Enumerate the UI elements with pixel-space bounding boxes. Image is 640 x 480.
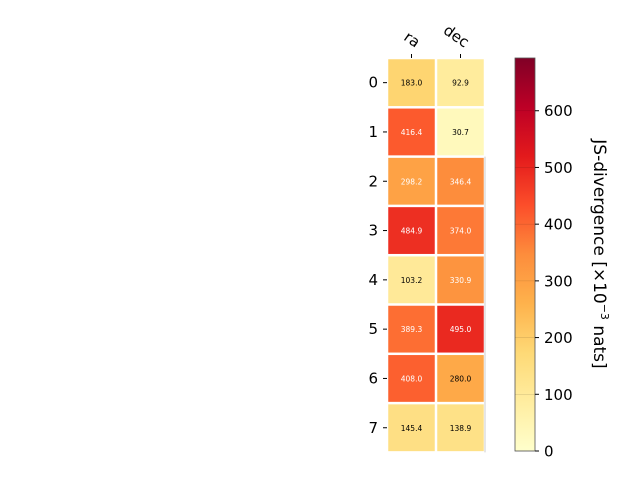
cell-value-label: 495.0 xyxy=(450,325,472,334)
cell-value-label: 330.9 xyxy=(450,276,472,285)
heatmap-cell xyxy=(388,59,435,107)
row-label: 3 xyxy=(368,222,378,240)
row-label: 5 xyxy=(368,320,378,338)
heatmap-cell xyxy=(437,355,484,402)
cell-value-label: 408.0 xyxy=(401,374,423,383)
colorbar-label: JS-divergence [×10−3 nats] xyxy=(589,138,611,368)
heatmap-cell xyxy=(388,305,435,353)
cell-value-label: 346.4 xyxy=(450,177,472,186)
heatmap-cell xyxy=(388,108,435,156)
colorbar-tick-label: 300 xyxy=(544,272,573,290)
colorbar-tick-label: 400 xyxy=(544,216,573,234)
colorbar-gradient xyxy=(514,57,536,452)
heatmap-cell xyxy=(388,207,435,254)
heatmap-cell xyxy=(437,59,484,107)
colorbar-tick-label: 0 xyxy=(544,443,554,461)
row-label: 0 xyxy=(368,74,378,92)
heatmap-cell xyxy=(437,305,484,353)
colorbar-tick-label: 500 xyxy=(544,159,573,177)
row-label: 1 xyxy=(368,123,378,141)
colorbar-tick-label: 100 xyxy=(544,386,573,404)
heatmap-cell xyxy=(437,157,484,205)
cell-value-label: 145.4 xyxy=(401,424,423,433)
cell-value-label: 92.9 xyxy=(452,79,469,88)
colorbar-tick-label: 200 xyxy=(544,329,573,347)
heatmap-cell xyxy=(388,355,435,402)
heatmap-cell xyxy=(388,256,435,304)
column-label: ra xyxy=(401,28,424,52)
cell-value-label: 416.4 xyxy=(401,128,423,137)
row-label: 7 xyxy=(368,419,378,437)
colorbar-tick-label: 600 xyxy=(544,102,573,120)
cell-value-label: 374.0 xyxy=(450,227,472,236)
heatmap-cell xyxy=(437,256,484,304)
row-label: 2 xyxy=(368,172,378,190)
cell-value-label: 280.0 xyxy=(450,374,472,383)
row-label: 6 xyxy=(368,369,378,387)
cell-value-label: 484.9 xyxy=(401,227,423,236)
row-label: 4 xyxy=(368,271,378,289)
cell-value-label: 389.3 xyxy=(401,325,423,334)
colorbar: 0 100 200 300 400 500 600 JS-divergence [×10−3 … xyxy=(514,57,611,461)
cell-value-label: 103.2 xyxy=(401,276,423,285)
cell-value-label: 183.0 xyxy=(401,79,423,88)
cell-value-label: 138.9 xyxy=(450,424,472,433)
heatmap-cell xyxy=(388,157,435,205)
heatmap-cell xyxy=(388,404,435,452)
cell-value-label: 298.2 xyxy=(401,177,423,186)
cell-value-label: 30.7 xyxy=(452,128,469,137)
heatmap-cell xyxy=(437,207,484,254)
heatmap-cell xyxy=(437,404,484,452)
column-label: dec xyxy=(440,21,472,51)
heatmap-cell xyxy=(437,108,484,156)
